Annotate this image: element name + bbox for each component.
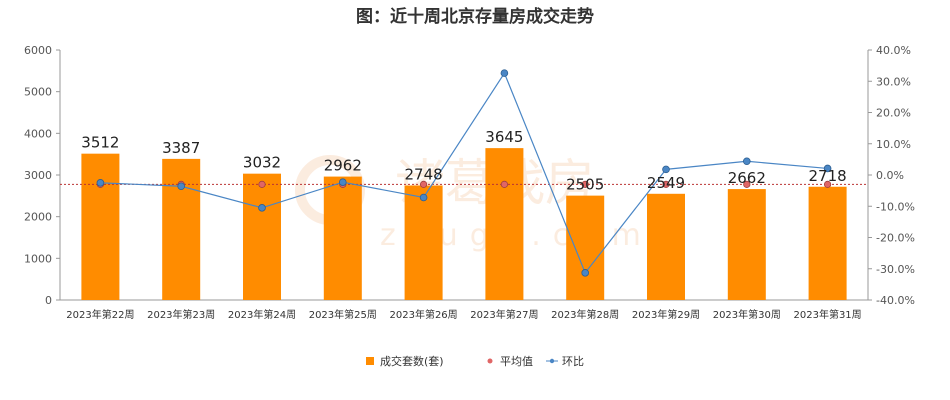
bar-data-label: 2748 [405,166,443,184]
mom-point [258,204,266,212]
legend-swatch-bar [366,357,374,365]
bar [243,173,281,300]
x-tick-label: 2023年第24周 [228,308,296,321]
bar [81,153,120,300]
bar-data-label: 2662 [728,169,766,187]
line-series [60,69,868,277]
y-right-tick-label: -10.0% [876,200,915,213]
bar-data-label: 3387 [162,139,200,157]
x-tick-label: 2023年第23周 [147,308,215,321]
y-right-tick-label: 10.0% [876,138,911,151]
legend-label: 环比 [562,355,584,368]
y-left-tick-label: 6000 [24,44,52,57]
bar [404,185,443,300]
bar-data-label: 3645 [485,128,523,146]
x-tick-label: 2023年第25周 [309,308,377,321]
legend-label: 平均值 [500,355,533,368]
mom-point [96,179,105,187]
y-right-tick-label: 0.0% [876,169,904,182]
x-tick-label: 2023年第31周 [794,308,862,321]
average-point [823,180,832,188]
y-right-tick-label: 20.0% [876,107,911,120]
y-left-tick-label: 4000 [24,127,52,140]
chart-title: 图：近十周北京存量房成交走势 [356,6,594,27]
mom-point [581,269,589,277]
mom-point [338,178,347,186]
y-left-tick-label: 1000 [24,252,52,265]
average-point [419,180,428,188]
legend: 成交套数(套) 平均值 环比 [366,354,584,368]
x-tick-label: 2023年第26周 [390,308,458,321]
average-point [743,180,751,188]
average-point [662,180,670,188]
mom-line [100,71,828,275]
y-right-tick-label: -20.0% [876,232,915,245]
mom-point [177,182,186,191]
x-tick-label: 2023年第28周 [551,308,619,321]
bar [808,186,847,300]
x-tick-label: 2023年第30周 [713,308,781,321]
bar [323,176,362,300]
x-tick-label: 2023年第27周 [470,308,538,321]
bar [727,189,766,300]
legend-swatch-average [487,358,493,364]
legend-label: 成交套数(套) [380,354,444,368]
bar [162,158,201,300]
legend-swatch-mom-dot [549,358,555,364]
y-left-tick-label: 5000 [24,86,52,99]
bar-data-label: 3512 [81,134,119,152]
average-point [500,180,508,188]
bar-data-label: 2549 [647,174,685,192]
bar [647,193,685,300]
mom-point [500,69,509,77]
y-right-tick-label: -30.0% [876,263,915,276]
y-right-tick-label: 30.0% [876,75,911,88]
average-point [258,180,266,188]
bar [566,195,605,300]
mom-point [662,165,670,174]
y-right-tick-label: -40.0% [876,294,915,307]
bar-data-label: 3032 [243,154,281,172]
bar-data-label: 2505 [566,176,604,194]
data-labels: 3512 3387 3032 2962 2748 3645 2505 2549 2662 2718 [81,128,846,194]
bar-data-label: 2962 [324,157,362,175]
x-tick-label: 2023年第29周 [632,308,700,321]
y-left-tick-label: 2000 [24,211,52,224]
bar-data-label: 2718 [809,167,847,185]
y-left-tick-label: 0 [45,294,52,307]
mom-point [742,157,751,166]
average-point [581,180,589,188]
y-right-tick-label: 40.0% [876,44,911,57]
bar [485,148,524,300]
x-tick-label: 2023年第22周 [66,308,134,321]
mom-point [823,164,832,173]
y-left-tick-label: 3000 [24,169,52,182]
mom-point [419,193,428,202]
